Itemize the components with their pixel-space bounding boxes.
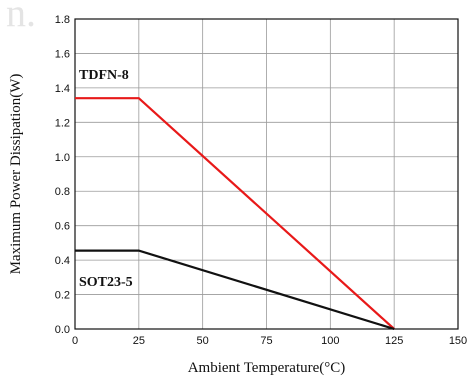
y-tick-label: 0.0: [55, 324, 70, 336]
x-tick-label: 25: [133, 335, 145, 347]
x-tick-label: 75: [260, 335, 272, 347]
series-line-tdfn-8: [75, 97, 395, 330]
x-tick-label: 125: [385, 335, 403, 347]
x-tick-label: 50: [197, 335, 209, 347]
y-tick-label: 1.8: [55, 14, 70, 26]
x-tick-label: 0: [72, 335, 78, 347]
x-tick-label: 150: [449, 335, 467, 347]
y-tick-label: 1.6: [55, 48, 70, 60]
y-tick-label: 0.4: [55, 255, 70, 267]
x-axis-title: Ambient Temperature(°C): [188, 360, 346, 376]
y-tick-label: 1.4: [55, 83, 70, 95]
watermark-text: n.: [6, 0, 36, 35]
plot-area-frame: [74, 18, 459, 330]
y-axis-ticks: 0.0 0.2 0.4 0.6 0.8 1.0 1.2 1.4 1.6 1.8: [55, 14, 70, 336]
y-tick-label: 1.2: [55, 117, 70, 129]
series-label-sot23-5: SOT23-5: [79, 275, 133, 290]
y-tick-label: 0.6: [55, 221, 70, 233]
series-label-tdfn-8: TDFN-8: [79, 68, 129, 83]
y-tick-label: 1.0: [55, 152, 70, 164]
y-axis-title: Maximum Power Dissipation(W): [8, 74, 24, 275]
series-line-sot23-5: [75, 249, 395, 331]
x-tick-label: 100: [321, 335, 339, 347]
series-lines: [75, 97, 395, 331]
x-axis-ticks: 0 25 50 75 100 125 150: [72, 335, 467, 347]
y-tick-label: 0.8: [55, 186, 70, 198]
y-tick-label: 0.2: [55, 290, 70, 302]
